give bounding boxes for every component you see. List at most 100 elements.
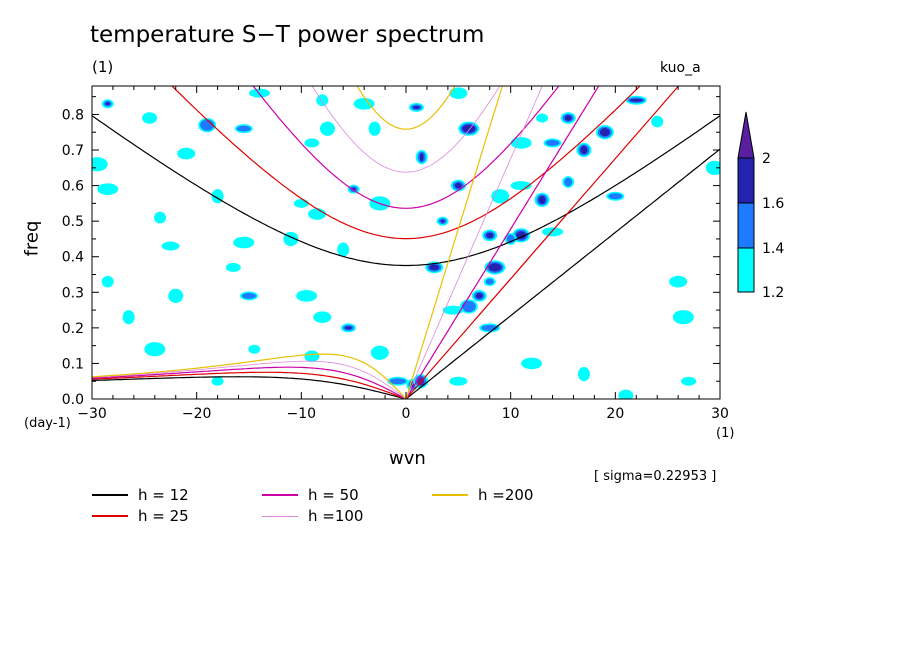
colorbar-segment (737, 247, 755, 293)
contour-blob-peak (538, 195, 546, 204)
colorbar-segment (737, 157, 755, 204)
contour-blob (177, 147, 196, 160)
contour-blob-peak (462, 124, 476, 133)
x-tick-label: −10 (287, 406, 317, 422)
contour-blob (144, 342, 166, 357)
x-tick-label: 20 (606, 406, 624, 422)
contour-blob (368, 121, 381, 136)
contour-blob-core (485, 278, 494, 285)
inertia-gravity-curve (252, 86, 560, 209)
colorbar-segment (737, 202, 755, 249)
contour-blob-peak (454, 182, 462, 189)
contour-blob-core (389, 378, 407, 385)
contour-blob (293, 198, 309, 208)
y-tick-label: 0.7 (62, 143, 84, 159)
colorbar-label: 1.6 (762, 196, 784, 212)
legend-item-h12: h = 12 (92, 486, 189, 504)
x-tick-label: −30 (77, 406, 107, 422)
contour-blob (233, 236, 255, 249)
contour-blob (211, 376, 224, 386)
contour-blob-peak (486, 232, 494, 239)
contour-blob-core (242, 292, 256, 299)
contour-blob (101, 275, 114, 288)
x-axis-label: wvn (389, 448, 426, 469)
y-tick-label: 0.8 (62, 107, 84, 123)
kelvin-curve (405, 86, 503, 399)
contour-blob (320, 121, 335, 136)
contour-blob-peak (440, 219, 445, 223)
contour-blob (304, 138, 320, 148)
contour-fill-layer (92, 87, 720, 399)
contour-blob-peak (516, 231, 527, 240)
rossby-curve (92, 371, 407, 399)
contour-blob-core (236, 125, 251, 132)
colorbar-label: 1.4 (762, 241, 784, 257)
rossby-curve (92, 360, 407, 399)
rossby-curve (92, 366, 407, 399)
contour-blob (449, 376, 468, 386)
colorbar-label: 1.2 (762, 285, 784, 301)
contour-blob-core (461, 300, 476, 313)
y-tick-label: 0.2 (62, 321, 84, 337)
y-tick-label: 0.4 (62, 250, 84, 266)
legend-swatch (262, 494, 298, 496)
contour-blob (122, 310, 135, 325)
contour-blob (316, 94, 329, 107)
kelvin-curve (405, 86, 680, 399)
contour-blob (521, 357, 543, 370)
legend-label: h = 25 (138, 507, 189, 525)
contour-blob-peak (580, 145, 588, 155)
kelvin-curve (405, 86, 600, 399)
contour-blob (313, 311, 332, 323)
contour-blob-peak (599, 128, 610, 137)
legend-label: h =200 (478, 486, 534, 504)
contour-blob-peak (419, 153, 424, 162)
legend-label: h = 12 (138, 486, 189, 504)
contour-blob-core (564, 177, 573, 187)
contour-blob-peak (629, 98, 643, 102)
contour-blob (442, 305, 464, 315)
contour-blob (536, 113, 549, 123)
contour-blob (370, 345, 389, 360)
legend-swatch (432, 494, 468, 496)
y-tick-label: 0.6 (62, 179, 84, 195)
contour-blob (225, 262, 241, 272)
contour-blob (672, 310, 694, 325)
legend-label: h = 50 (308, 486, 359, 504)
y-tick-label: 0.1 (62, 356, 84, 372)
contour-blob (510, 137, 532, 149)
contour-blob-core (545, 139, 560, 146)
contour-blob-peak (475, 293, 483, 299)
inertia-gravity-curve (171, 86, 641, 240)
x-axis: −30 −20 −10 0 10 20 30 (77, 86, 729, 422)
inertia-gravity-curve (92, 115, 720, 267)
x-tick-label: 30 (711, 406, 729, 422)
y-axis-label: freq (21, 220, 43, 257)
kelvin-curve (405, 86, 543, 399)
x-tick-label: 10 (502, 406, 520, 422)
legend-swatch (92, 494, 128, 496)
legend-label: h =100 (308, 507, 364, 525)
contour-blob-peak (429, 264, 440, 271)
inertia-gravity-curve (311, 86, 501, 173)
legend-item-h25: h = 25 (92, 507, 189, 525)
contour-blob (651, 115, 664, 128)
contour-blob (308, 208, 327, 220)
contour-blob (168, 288, 184, 303)
contour-blob (92, 157, 108, 172)
contour-blob-peak (344, 326, 352, 330)
contour-blob (248, 344, 261, 354)
y-tick-label: 0.5 (62, 214, 84, 230)
y-axis-unit: (day-1) (24, 416, 71, 431)
y-tick-label: 0.3 (62, 285, 84, 301)
contour-blob (618, 389, 634, 399)
legend-item-h200: h =200 (432, 486, 533, 504)
inertia-gravity-curve (356, 86, 456, 130)
contour-blob (449, 87, 468, 99)
contour-blob (304, 350, 320, 363)
x-axis-unit: (1) (716, 426, 735, 441)
colorbar: 1.2 1.4 1.6 2 (737, 111, 784, 301)
contour-blob-peak (564, 115, 572, 121)
chart-title: temperature S−T power spectrum (90, 22, 485, 48)
